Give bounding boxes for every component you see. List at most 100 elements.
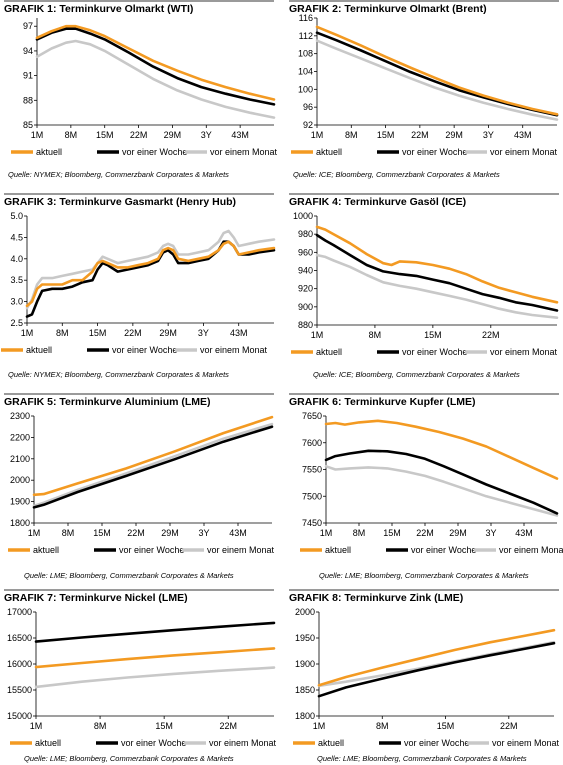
x-tick-label: 3Y [485, 528, 496, 538]
legend-label-woche: vor einer Woche [122, 147, 187, 157]
line-chart-aluminium: 1800 1900 2000 2100 2200 2300 1M 8M 15M 22M 29M 3Y 4… [8, 411, 275, 555]
y-tick-label: 1850 [295, 685, 315, 695]
y-tick-label: 880 [298, 320, 313, 330]
x-tick-label: 1M [311, 130, 324, 140]
panel-rule [4, 193, 274, 195]
chart-source: Quelle: LME; Bloomberg, Commerzbank Corp… [319, 571, 529, 580]
y-tick-label: 7450 [302, 518, 322, 528]
legend-label-aktuell: aktuell [325, 545, 351, 555]
x-tick-label: 43M [231, 130, 249, 140]
chart-source: Quelle: NYMEX; Bloomberg, Commerzbank Co… [8, 370, 229, 379]
legend-label-monat: vor einem Monat [209, 738, 277, 748]
y-tick-label: 1900 [295, 659, 315, 669]
series-line-aktuell [35, 24, 276, 101]
y-tick-label: 7650 [302, 411, 322, 421]
y-tick-label: 4.5 [10, 232, 23, 242]
x-tick-label: 8M [345, 130, 358, 140]
x-tick-label: 15M [383, 528, 401, 538]
series-line-monat [35, 39, 276, 119]
y-tick-label: 1950 [295, 633, 315, 643]
y-tick-label: 7600 [302, 438, 322, 448]
legend-label-woche: vor einer Woche [112, 345, 177, 355]
x-tick-label: 8M [376, 721, 389, 731]
x-tick-label: 43M [230, 328, 248, 338]
chart-panel-brent: GRAFIK 2: Terminkurve Olmarkt (Brent) 92… [289, 0, 559, 187]
x-tick-label: 43M [514, 130, 532, 140]
line-chart-kupfer: 7450 7500 7550 7600 7650 1M 8M 15M 22M 29M 3Y 43M ak… [300, 411, 563, 555]
y-tick-label: 15500 [7, 685, 32, 695]
series-line-aktuell [315, 225, 559, 304]
x-tick-label: 1M [320, 528, 333, 538]
chart-panel-aluminium: GRAFIK 5: Terminkurve Aluminium (LME) 18… [4, 393, 275, 580]
series-line-woche [32, 425, 274, 509]
y-tick-label: 2100 [10, 454, 30, 464]
y-tick-label: 7500 [302, 491, 322, 501]
line-chart-henry-hub: 2.5 3.0 3.5 4.0 4.5 5.0 1M 8M 15M 22M 29M 3Y 43M aktu… [1, 211, 276, 355]
series-line-monat [34, 666, 276, 689]
series-line-monat [315, 253, 559, 319]
x-tick-label: 22M [130, 130, 148, 140]
series-line-woche [35, 27, 276, 106]
series-line-woche [317, 641, 556, 698]
series-line-aktuell [324, 419, 559, 480]
chart-source: Quelle: ICE; Bloomberg, Commerzbank Corp… [293, 170, 500, 179]
axis-frame [316, 18, 557, 126]
y-tick-label: 1000 [293, 211, 313, 221]
x-tick-label: 22M [127, 528, 145, 538]
x-tick-label: 8M [62, 528, 75, 538]
x-tick-label: 22M [219, 721, 237, 731]
x-tick-label: 22M [411, 130, 429, 140]
x-tick-label: 22M [124, 328, 142, 338]
legend-label-monat: vor einem Monat [492, 738, 560, 748]
y-tick-label: 7550 [302, 465, 322, 475]
series-line-aktuell [25, 240, 276, 308]
x-tick-label: 3Y [198, 328, 209, 338]
x-tick-label: 8M [65, 130, 78, 140]
legend-label-aktuell: aktuell [316, 147, 342, 157]
series-line-aktuell [317, 628, 556, 687]
legend-label-woche: vor einer Woche [119, 545, 184, 555]
series-line-woche [34, 621, 276, 643]
y-tick-label: 900 [298, 302, 313, 312]
x-tick-label: 1M [31, 130, 44, 140]
x-tick-label: 29M [164, 130, 182, 140]
legend-label-aktuell: aktuell [318, 738, 344, 748]
x-tick-label: 1M [311, 330, 324, 340]
y-tick-label: 112 [299, 31, 313, 41]
y-tick-label: 2000 [295, 607, 315, 617]
x-tick-label: 3Y [198, 528, 209, 538]
x-tick-label: 15M [93, 528, 111, 538]
line-chart-wti: 85 88 91 94 97 1M 8M 15M 22M 29M 3Y 43M aktuell vor e… [11, 18, 278, 157]
y-tick-label: 16500 [7, 633, 32, 643]
y-tick-label: 2.5 [10, 318, 23, 328]
y-tick-label: 116 [299, 13, 313, 23]
panel-rule [289, 589, 559, 591]
panel-rule [4, 393, 274, 395]
series-line-aktuell [32, 415, 274, 497]
x-tick-label: 43M [229, 528, 247, 538]
y-tick-label: 94 [23, 46, 33, 56]
x-tick-label: 8M [353, 528, 366, 538]
x-tick-label: 15M [155, 721, 173, 731]
legend-label-monat: vor einem Monat [200, 345, 268, 355]
x-tick-label: 22M [482, 330, 500, 340]
legend-label-aktuell: aktuell [35, 738, 61, 748]
x-tick-label: 22M [416, 528, 434, 538]
chart-title: GRAFIK 8: Terminkurve Zink (LME) [289, 592, 464, 604]
axis-frame [26, 216, 274, 324]
x-tick-label: 29M [161, 528, 179, 538]
y-tick-label: 88 [23, 95, 33, 105]
y-tick-label: 104 [298, 67, 313, 77]
axis-frame [33, 416, 272, 524]
series-line-woche [315, 31, 559, 117]
chart-panel-zink: GRAFIK 8: Terminkurve Zink (LME) 1800 185… [289, 589, 560, 765]
legend-label-monat: vor einem Monat [490, 347, 558, 357]
y-tick-label: 108 [298, 49, 313, 59]
x-tick-label: 15M [437, 721, 455, 731]
y-tick-label: 2200 [10, 432, 30, 442]
y-tick-label: 17000 [7, 607, 32, 617]
y-tick-label: 1800 [10, 518, 30, 528]
chart-source: Quelle: LME; Bloomberg, Commerzbank Corp… [317, 754, 527, 763]
legend-label-aktuell: aktuell [26, 345, 52, 355]
chart-title: GRAFIK 3: Terminkurve Gasmarkt (Henry Hu… [4, 196, 237, 208]
